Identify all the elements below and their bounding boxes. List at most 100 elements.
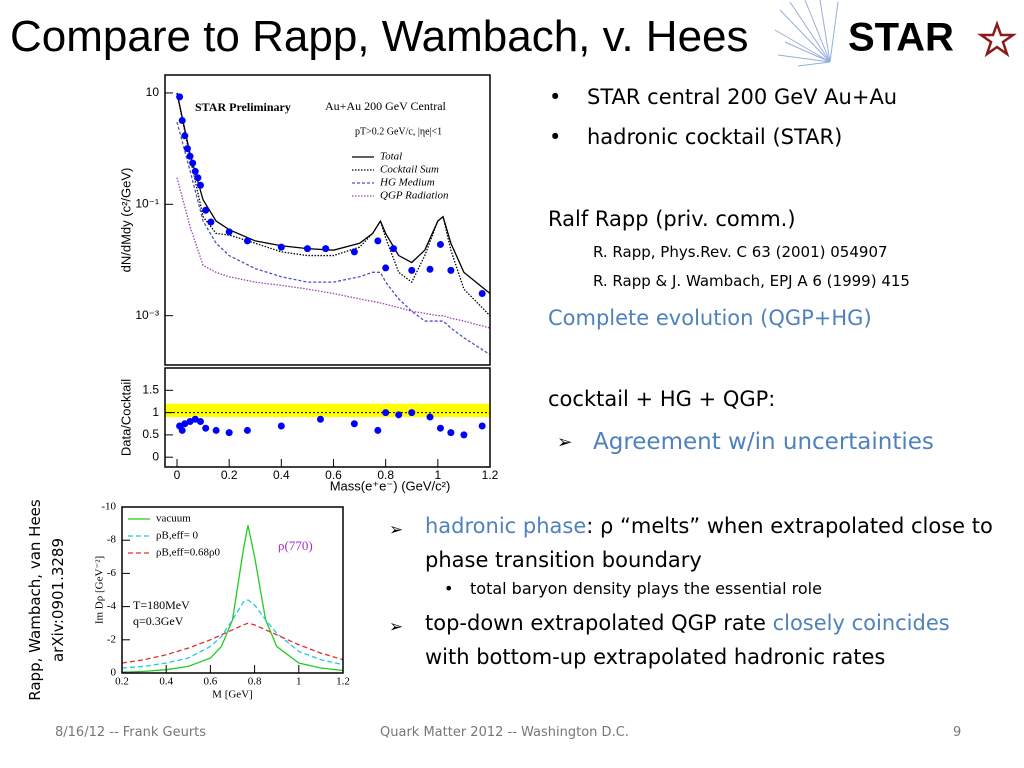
reference: R. Rapp & J. Wambach, EPJ A 6 (1999) 415 — [593, 272, 910, 290]
legend-label: ρB,eff= 0 — [156, 530, 199, 542]
side-caption: arXiv:0901.3289 — [49, 537, 67, 663]
bullet: hadronic cocktail (STAR) — [549, 125, 842, 149]
data-point — [426, 413, 434, 421]
data-point — [183, 145, 191, 153]
annotation: q=0.3GeV — [133, 614, 184, 628]
legend-label: ρB,eff=0.68ρ0 — [156, 547, 221, 559]
y-axis-label: dN/dMdy (c²/GeV) — [118, 168, 133, 273]
data-point — [212, 426, 220, 434]
data-point — [196, 418, 204, 426]
data-point — [382, 409, 390, 417]
text: cocktail + HG + QGP: — [548, 387, 776, 411]
logo: STAR — [774, 0, 1017, 67]
annotation: Au+Au 200 GeV Central — [325, 99, 447, 113]
y-tick-label: 1.5 — [142, 382, 159, 396]
x-tick-label: 0.2 — [115, 676, 129, 688]
finding-part: hadronic phase — [425, 514, 587, 538]
slide-title: Compare to Rapp, Wambach, v. Hees — [10, 12, 749, 61]
y-tick-label: -6 — [107, 567, 117, 579]
x-tick-label: 0.8 — [248, 676, 262, 688]
x-tick-label: 0.4 — [159, 676, 173, 688]
data-point — [196, 181, 204, 189]
footer-center: Quark Matter 2012 -- Washington D.C. — [380, 725, 629, 740]
data-point — [194, 174, 202, 182]
logo-text: STAR — [848, 16, 954, 60]
data-point — [408, 266, 416, 274]
y-axis-label: Im Dρ [GeV⁻²] — [94, 556, 106, 624]
data-point — [191, 167, 199, 175]
x-tick-label: 0 — [174, 468, 181, 482]
series-line — [176, 121, 490, 356]
x-tick-label: 1.2 — [336, 676, 350, 688]
data-point — [436, 240, 444, 248]
x-tick-label: 1 — [434, 468, 441, 482]
data-point — [178, 426, 186, 434]
annotation: T=180MeV — [133, 598, 190, 612]
finding-part: top-down extrapolated QGP rate — [425, 611, 773, 635]
y-tick-label: -8 — [107, 534, 117, 546]
data-point — [176, 93, 184, 101]
annotation: ρ(770) — [278, 538, 313, 553]
footer-right: 9 — [953, 725, 962, 740]
finding-part: : ρ “melts” when extrapolated close to p… — [425, 514, 993, 572]
frame — [164, 367, 491, 468]
legend-label: Total — [380, 151, 402, 163]
conclusion: Agreement w/in uncertainties — [557, 429, 934, 455]
data-point — [202, 424, 210, 432]
data-point — [243, 237, 251, 245]
y-tick-label: 10 — [146, 85, 160, 99]
y-tick-label: -4 — [107, 600, 117, 612]
plot-area — [176, 92, 490, 356]
footer-left: 8/16/12 -- Frank Geurts — [55, 725, 207, 740]
legend-label: QGP Radiation — [380, 190, 449, 202]
data-point — [478, 422, 486, 430]
y-tick-label: 0.5 — [142, 427, 159, 441]
chart: 10 10⁻¹ 10⁻³ dN/dMdy (c²/GeV) TotalCocktail … — [118, 74, 491, 366]
y-tick-label: 0 — [152, 449, 159, 463]
uncertainty-band — [165, 403, 490, 418]
logo-star — [977, 20, 1017, 58]
chart: 0 0.5 1 1.5 0 0.2 0.4 0.6 0.8 1 1.2 Data/Cocktail Ma… — [118, 367, 499, 493]
data-point — [374, 237, 382, 245]
series-line — [122, 599, 343, 669]
data-point — [303, 245, 311, 253]
data-point — [408, 409, 416, 417]
plot-area — [122, 525, 343, 673]
side-caption: Rapp, Wambach, van Hees — [26, 499, 44, 701]
series-line — [122, 525, 343, 673]
x-tick-label: 0.2 — [221, 468, 238, 482]
data-point — [277, 422, 285, 430]
annotation: pT>0.2 GeV/c, |ηe|<1 — [355, 126, 442, 137]
data-point — [225, 429, 233, 437]
x-tick-label: 0.6 — [204, 676, 218, 688]
plot-area — [165, 403, 490, 439]
legend-label: Cocktail Sum — [380, 164, 439, 176]
heading: Ralf Rapp (priv. comm.) — [548, 207, 796, 231]
data-point — [350, 248, 358, 256]
chart: -10 -8 -6 -4 -2 00.2 0.4 0.6 0.8 1 1.2 Im Dρ [GeV⁻²… — [94, 501, 350, 701]
data-point — [382, 264, 390, 272]
series-line — [122, 622, 343, 664]
x-tick-label: 0.6 — [325, 468, 342, 482]
data-point — [447, 429, 455, 437]
y-tick-label: 10⁻¹ — [135, 196, 159, 210]
frame — [121, 506, 344, 674]
x-axis-label: Mass(e⁺e⁻) (GeV/c²) — [330, 478, 451, 493]
series-line — [176, 92, 490, 295]
annotation: STAR Preliminary — [195, 100, 291, 114]
finding: top-down extrapolated QGP rate closely c… — [389, 606, 1000, 674]
data-point — [243, 426, 251, 434]
data-point — [447, 266, 455, 274]
data-point — [225, 228, 233, 236]
data-point — [322, 245, 330, 253]
y-tick-label: -10 — [101, 501, 116, 513]
finding: hadronic phase: ρ “melts” when extrapola… — [389, 509, 1000, 577]
data-point — [374, 426, 382, 434]
legend-label: HG Medium — [379, 177, 435, 189]
sub-bullet: total baryon density plays the essential… — [444, 579, 822, 598]
y-tick-label: 10⁻³ — [135, 308, 159, 322]
legend-label: vacuum — [156, 513, 191, 525]
data-point — [478, 290, 486, 298]
x-axis-label: M [GeV] — [212, 689, 253, 701]
